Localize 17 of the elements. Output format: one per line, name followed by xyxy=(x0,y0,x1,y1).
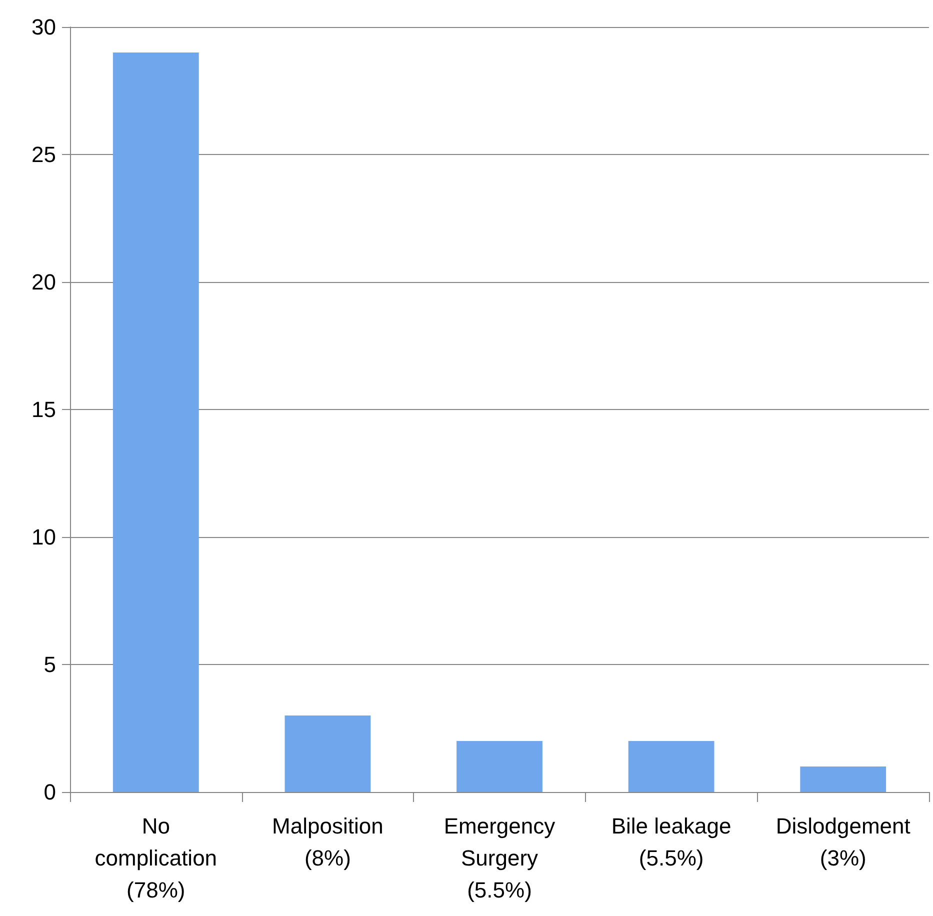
y-tick-label: 20 xyxy=(32,270,56,294)
y-tick-label: 5 xyxy=(44,652,56,677)
x-tick-label: Dislodgement (3%) xyxy=(776,814,910,870)
y-tick-label: 10 xyxy=(32,524,56,550)
bar xyxy=(800,766,886,792)
bar xyxy=(456,741,542,792)
bar xyxy=(284,716,371,792)
x-tick-label: No complication (78%) xyxy=(94,814,218,902)
y-tick-label: 15 xyxy=(32,397,56,422)
bar xyxy=(628,741,714,792)
y-tick-label: 25 xyxy=(32,142,56,167)
x-tick-label: Malposition (8%) xyxy=(272,814,384,870)
y-tick-label: 0 xyxy=(44,780,56,804)
x-tick-label: Emergency Surgery (5.5%) xyxy=(444,814,556,902)
y-tick-label: 30 xyxy=(32,14,56,40)
bar xyxy=(112,52,199,792)
x-tick-label: Bile leakage (5.5%) xyxy=(611,814,732,870)
